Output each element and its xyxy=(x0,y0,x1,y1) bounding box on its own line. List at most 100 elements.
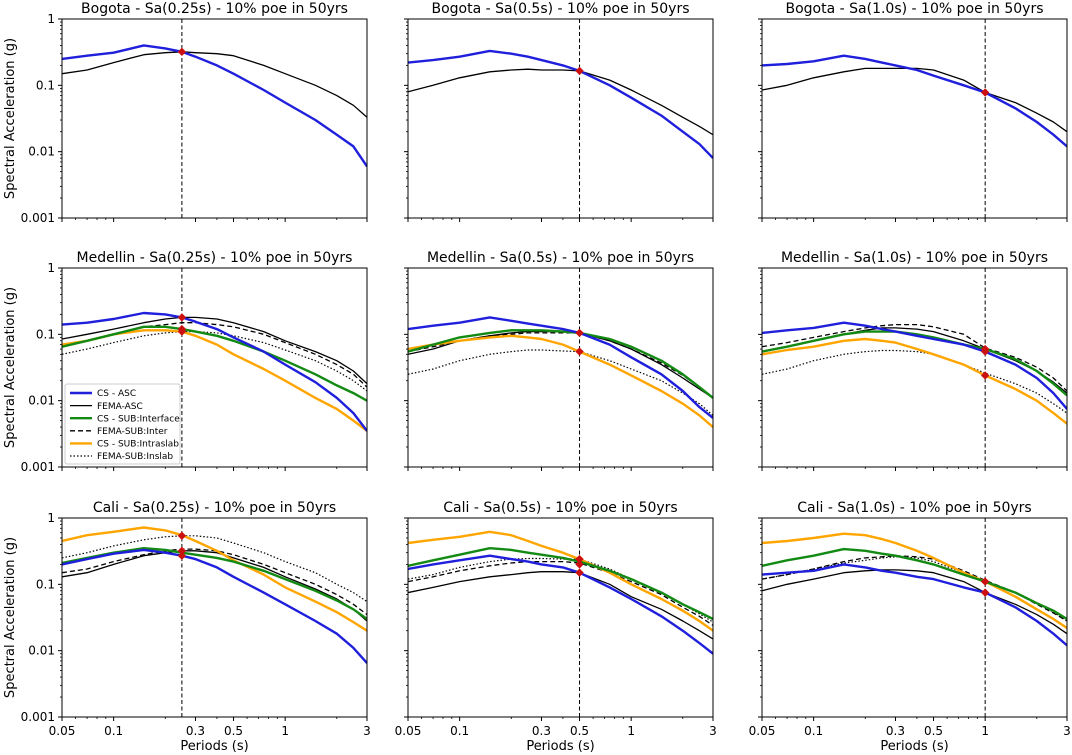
target-marker xyxy=(575,66,584,76)
series-line-fema-inslab xyxy=(762,349,1067,414)
series-line-fema-asc xyxy=(762,67,1067,133)
series-line-cs-intraslab xyxy=(62,526,367,632)
series-line-cs-asc xyxy=(62,548,367,664)
series-group xyxy=(408,49,713,159)
target-marker xyxy=(575,328,584,338)
series-line-cs-interface xyxy=(762,330,1067,397)
x-tick-label: 1 xyxy=(281,724,289,738)
y-tick-label: 0.01 xyxy=(28,145,55,159)
subplot-cali-0p5s: Cali - Sa(0.5s) - 10% poe in 50yrs 0.05 0.… xyxy=(395,500,717,754)
series-line-fema-inslab xyxy=(408,557,713,623)
plot-frame xyxy=(761,267,1068,468)
series-line-cs-interface xyxy=(62,325,367,402)
series-line-cs-asc xyxy=(62,44,367,168)
x-tick-label: 0.05 xyxy=(395,724,422,738)
series-line-cs-interface xyxy=(62,547,367,620)
y-tick-label: 0.1 xyxy=(36,577,55,591)
x-tick-label: 0.5 xyxy=(224,724,243,738)
y-tick-label: 0.1 xyxy=(36,327,55,341)
subplot-title: Bogota - Sa(0.5s) - 10% poe in 50yrs xyxy=(432,1,690,17)
plot-frame xyxy=(407,267,714,468)
target-marker xyxy=(980,347,990,356)
plot-frame xyxy=(61,267,368,468)
legend: CS - ASC FEMA-ASC CS - SUB:Interface FEMA-S… xyxy=(64,383,181,465)
subplot-title: Medellin - Sa(0.25s) - 10% poe in 50yrs xyxy=(77,250,353,266)
target-marker xyxy=(575,347,584,356)
target-marker xyxy=(575,568,584,577)
series-line-fema-inslab xyxy=(62,535,367,603)
y-tick-label: 0.001 xyxy=(21,460,55,474)
plot-frame xyxy=(61,517,368,718)
subplot-medellin-0p5s: Medellin - Sa(0.5s) - 10% poe in 50yrs xyxy=(404,250,714,471)
series-line-fema-inslab xyxy=(408,349,713,416)
series-line-cs-asc xyxy=(762,563,1067,647)
subplot-title: Cali - Sa(0.5s) - 10% poe in 50yrs xyxy=(443,500,677,516)
target-marker xyxy=(980,577,990,586)
target-marker xyxy=(980,371,990,380)
y-tick-label: 1 xyxy=(47,511,55,525)
y-tick-label: 1 xyxy=(47,12,55,26)
subplot-title: Bogota - Sa(0.25s) - 10% poe in 50yrs xyxy=(81,1,348,17)
x-tick-label: 0.3 xyxy=(532,724,551,738)
x-tick-label: 1 xyxy=(981,724,989,738)
series-line-cs-intraslab xyxy=(408,334,713,429)
plot-frame xyxy=(761,517,1068,718)
target-marker xyxy=(177,531,187,540)
legend-box xyxy=(64,383,181,465)
target-marker xyxy=(177,551,187,560)
series-group xyxy=(762,54,1067,148)
subplot-medellin-0p25s: Medellin - Sa(0.25s) - 10% poe in 50yrs 0… xyxy=(3,250,368,474)
x-tick-label: 0.1 xyxy=(450,724,469,738)
series-line-cs-asc xyxy=(408,49,713,159)
subplot-bogota-1s: Bogota - Sa(1.0s) - 10% poe in 50yrs xyxy=(758,1,1068,222)
x-tick-label: 0.5 xyxy=(570,724,589,738)
y-axis-label: Spectral Acceleration (g) xyxy=(3,38,18,199)
x-tick-label: 0.3 xyxy=(886,724,905,738)
y-tick-label: 0.001 xyxy=(21,710,55,724)
series-group xyxy=(762,321,1067,425)
subplot-bogota-0p5s: Bogota - Sa(0.5s) - 10% poe in 50yrs xyxy=(404,1,714,222)
series-line-cs-asc xyxy=(408,316,713,419)
y-axis-label: Spectral Acceleration (g) xyxy=(3,287,18,448)
series-line-fema-asc xyxy=(62,550,367,622)
subplot-medellin-1s: Medellin - Sa(1.0s) - 10% poe in 50yrs xyxy=(758,250,1068,471)
y-tick-label: 0.01 xyxy=(28,394,55,408)
x-axis-label: Periods (s) xyxy=(526,739,594,754)
series-line-fema-inter xyxy=(762,323,1067,392)
subplot-title: Cali - Sa(0.25s) - 10% poe in 50yrs xyxy=(93,500,336,516)
series-line-cs-asc xyxy=(62,311,367,432)
series-line-fema-asc xyxy=(762,569,1067,635)
legend-label: CS - SUB:Intraslab xyxy=(97,440,179,450)
series-line-cs-asc xyxy=(762,54,1067,148)
series-line-cs-interface xyxy=(408,329,713,399)
x-axis-label: Periods (s) xyxy=(880,739,948,754)
legend-label: FEMA-ASC xyxy=(97,402,143,412)
legend-label: CS - ASC xyxy=(97,389,136,399)
series-group xyxy=(62,311,367,432)
target-marker xyxy=(177,47,187,57)
y-tick-label: 0.001 xyxy=(21,211,55,225)
target-marker xyxy=(980,88,990,97)
series-group xyxy=(408,530,713,655)
series-line-cs-intraslab xyxy=(762,337,1067,425)
subplot-bogota-0p25s: Bogota - Sa(0.25s) - 10% poe in 50yrs 0.0… xyxy=(3,1,368,225)
plot-frame xyxy=(407,18,714,219)
series-group xyxy=(62,44,367,168)
y-tick-label: 1 xyxy=(47,261,55,275)
x-tick-label: 1 xyxy=(627,724,635,738)
plot-frame xyxy=(61,18,368,219)
subplot-title: Bogota - Sa(1.0s) - 10% poe in 50yrs xyxy=(786,1,1044,17)
series-line-cs-intraslab xyxy=(762,532,1067,630)
x-tick-label: 0.3 xyxy=(186,724,205,738)
target-marker xyxy=(177,313,187,322)
x-tick-label: 3 xyxy=(363,724,371,738)
subplot-title: Medellin - Sa(0.5s) - 10% poe in 50yrs xyxy=(427,250,694,266)
series-group xyxy=(408,316,713,429)
subplot-title: Cali - Sa(1.0s) - 10% poe in 50yrs xyxy=(797,500,1031,516)
target-marker xyxy=(575,560,584,569)
x-tick-label: 0.05 xyxy=(749,724,776,738)
subplot-cali-1s: Cali - Sa(1.0s) - 10% poe in 50yrs 0.05 0.… xyxy=(749,500,1071,754)
series-group xyxy=(762,532,1067,647)
legend-label: FEMA-SUB:Inslab xyxy=(97,452,173,462)
